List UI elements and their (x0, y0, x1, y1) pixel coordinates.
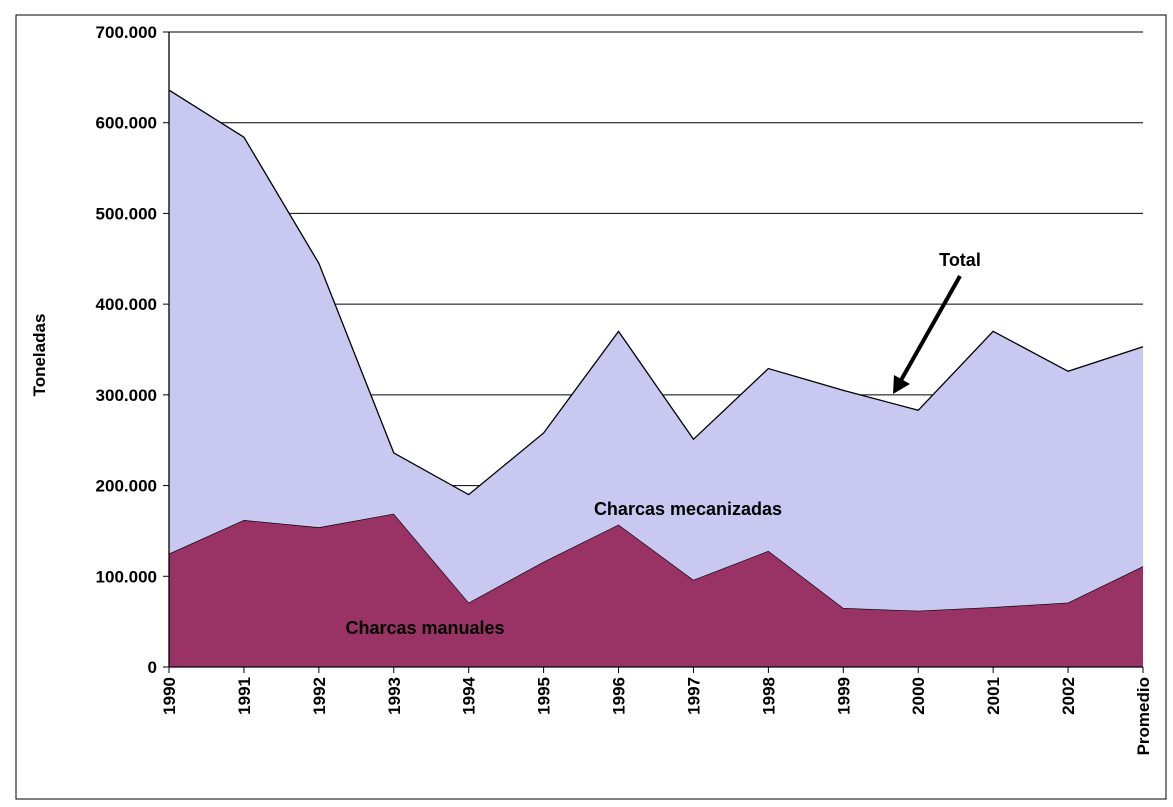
y-tick-label: 300.000 (96, 386, 157, 405)
x-tick-label: 1997 (684, 677, 703, 715)
x-tick-label: Promedio (1134, 677, 1153, 755)
y-tick-label: 200.000 (96, 477, 157, 496)
y-tick-label: 100.000 (96, 567, 157, 586)
x-tick-label: 1990 (160, 677, 179, 715)
y-tick-label: 0 (148, 658, 157, 677)
annotation: Total (939, 250, 981, 270)
area-fill (169, 90, 1143, 611)
series-label: Charcas mecanizadas (594, 499, 782, 519)
x-tick-label: 1994 (460, 676, 479, 714)
annotation-arrowhead (893, 375, 910, 394)
x-tick-label: 1999 (834, 677, 853, 715)
areas (168, 89, 1144, 667)
x-tick-label: 1991 (235, 677, 254, 715)
x-tick-label: 2000 (909, 677, 928, 715)
x-tick-label: 2001 (984, 677, 1003, 715)
series-label: Charcas manuales (345, 618, 504, 638)
y-tick-label: 500.000 (96, 204, 157, 223)
x-tick-label: 2002 (1059, 677, 1078, 715)
area-fill (169, 513, 1143, 667)
x-tick-label: 1995 (535, 677, 554, 715)
annotation-arrow (898, 275, 962, 383)
x-tick-label: 1992 (310, 677, 329, 715)
y-tick-label: 400.000 (96, 295, 157, 314)
y-axis-title: Toneladas (30, 314, 49, 397)
y-tick-label: 700.000 (96, 23, 157, 42)
x-tick-label: 1998 (759, 677, 778, 715)
axes: 0 100.000 200.000 300.000 400.000 500.000 600.… (96, 23, 1153, 755)
area-line (168, 89, 1144, 496)
x-tick-label: 1996 (610, 677, 629, 715)
x-tick-label: 1993 (385, 677, 404, 715)
y-tick-label: 600.000 (96, 114, 157, 133)
